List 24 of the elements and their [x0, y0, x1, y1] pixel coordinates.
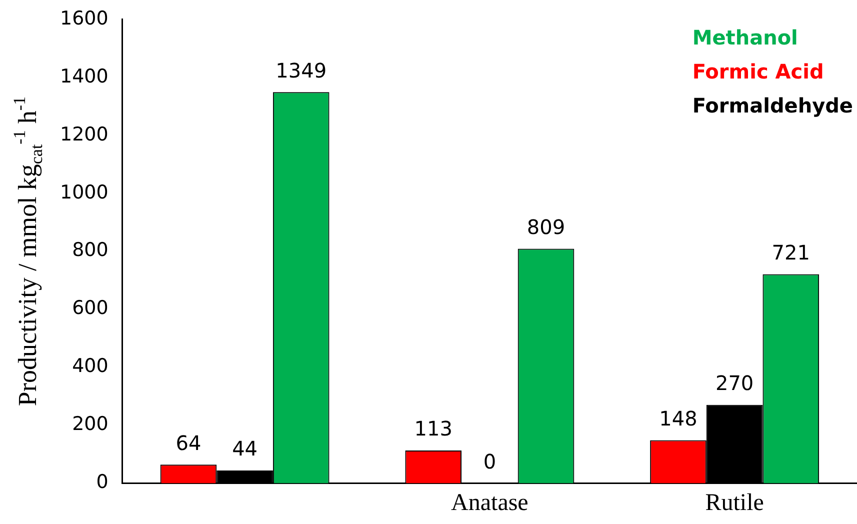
data-label: 0: [483, 449, 496, 474]
data-label: 113: [414, 416, 452, 441]
data-label: 44: [232, 436, 258, 461]
y-tick-label: 1400: [60, 65, 108, 88]
text: Methanol: [692, 26, 798, 50]
y-tick-label: 0: [96, 471, 108, 494]
data-label: 148: [659, 406, 698, 430]
text: Formaldehyde: [692, 94, 854, 118]
data-label: 64: [176, 430, 202, 455]
x-tick-label: Anatase: [451, 490, 528, 516]
data-label: 1349: [276, 58, 327, 82]
y-tick-label: 1000: [60, 181, 108, 204]
y-tick-label: 600: [72, 297, 108, 320]
y-tick-label: 800: [72, 239, 108, 262]
y-axis-title: Productivity / mmol kgcat-1 h-1: [10, 96, 46, 406]
y-tick-label: 200: [72, 413, 108, 436]
x-tick-label: Rutile: [705, 490, 764, 516]
y-tick-label: 1200: [60, 123, 108, 146]
data-label: 270: [715, 371, 754, 396]
data-label: 809: [526, 214, 566, 239]
text: Formic Acid: [692, 60, 824, 84]
y-tick-label: 400: [72, 355, 108, 378]
y-tick-label: 1600: [60, 7, 108, 30]
data-label: 721: [772, 240, 810, 264]
